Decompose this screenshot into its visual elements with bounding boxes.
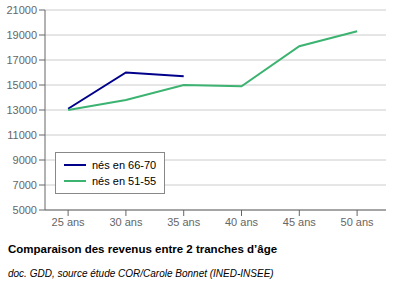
svg-text:30 ans: 30 ans: [109, 216, 143, 228]
svg-text:15000: 15000: [8, 79, 37, 91]
html-text:Comparaison des revenus entre: Comparaison des revenus entre 2 tranches…: [8, 243, 278, 255]
svg-text:25 ans: 25 ans: [52, 216, 86, 228]
svg-text:50 ans: 50 ans: [341, 216, 375, 228]
svg-text:9000: 9000: [13, 154, 37, 166]
svg-text:40 ans: 40 ans: [225, 216, 259, 228]
svg-text:35 ans: 35 ans: [167, 216, 201, 228]
svg-text:45 ans: 45 ans: [283, 216, 317, 228]
svg-text:11000: 11000: [8, 129, 37, 141]
html-text:nés en 66-70: nés en 66-70: [92, 159, 157, 171]
html-text:nés en 51-55: nés en 51-55: [92, 175, 157, 187]
html-text:doc. GDD, source étude COR/Car: doc. GDD, source étude COR/Carole Bonnet…: [8, 268, 274, 279]
svg-text:17000: 17000: [8, 54, 37, 66]
svg-text:5000: 5000: [13, 204, 37, 216]
svg-text:7000: 7000: [13, 179, 37, 191]
svg-text:21000: 21000: [8, 4, 37, 16]
svg-text:13000: 13000: [8, 104, 37, 116]
svg-text:19000: 19000: [8, 29, 37, 41]
